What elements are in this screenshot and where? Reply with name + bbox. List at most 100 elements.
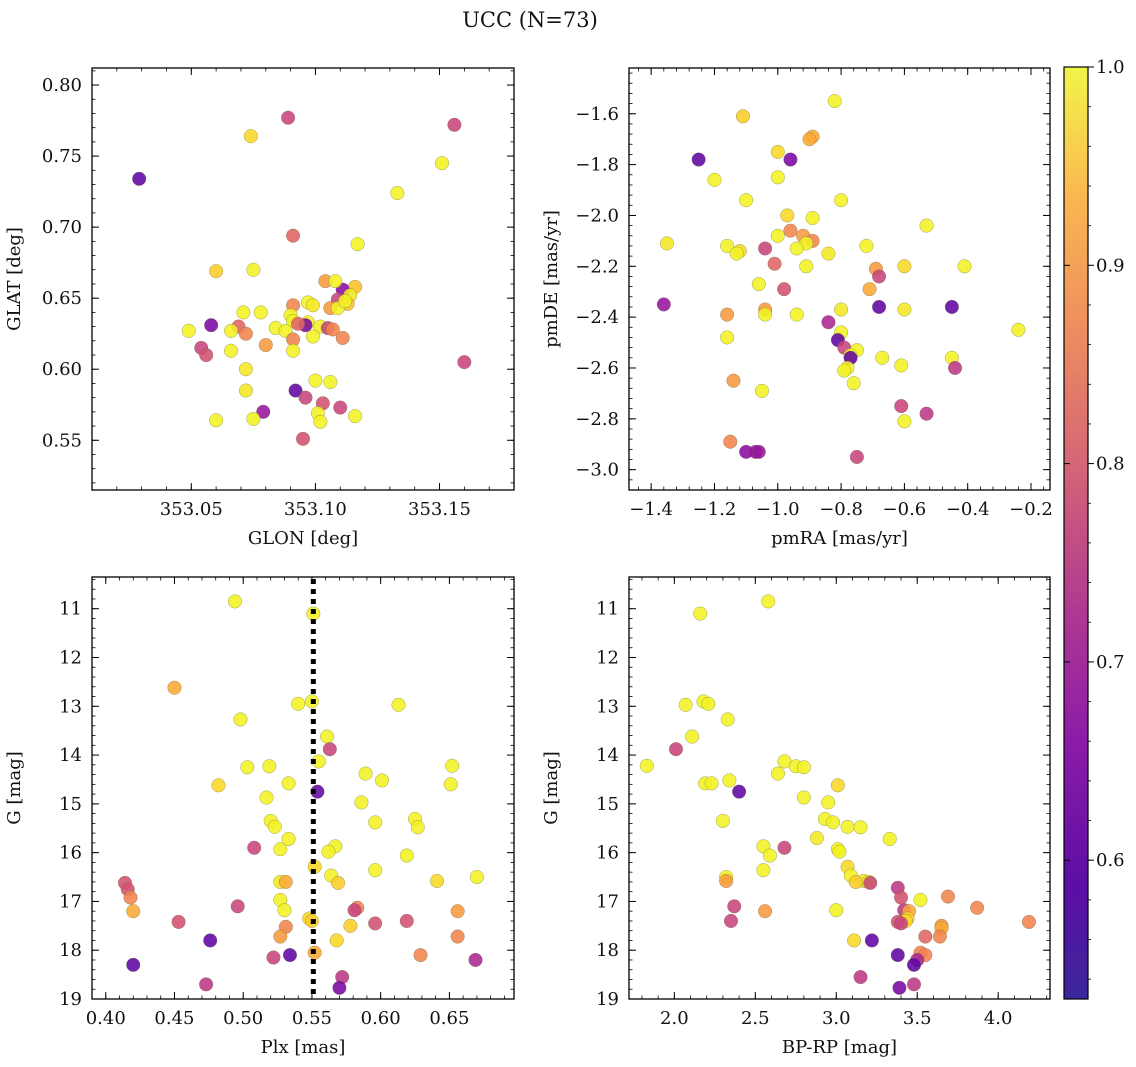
scatter-point <box>685 729 700 744</box>
axes-frame <box>91 67 515 491</box>
panel-pmra-pmde: −1.4 −1.2 −1.0 −0.8 −0.6 −0.4 −0.2 −3.0 −2.8 −2.6… <box>541 67 1053 549</box>
scatter-point <box>469 869 484 885</box>
scatter-point <box>970 900 985 915</box>
scatter-point <box>468 952 483 968</box>
scatter-point <box>758 241 773 256</box>
scatter-point <box>863 875 878 890</box>
scatter-points <box>117 594 484 995</box>
scatter-point <box>1021 914 1036 929</box>
scatter-point <box>770 170 785 185</box>
scatter-point <box>368 863 383 878</box>
scatter-point <box>374 773 390 788</box>
scatter-point <box>894 399 909 414</box>
scatter-point <box>295 431 311 446</box>
scatter-point <box>126 957 141 972</box>
scatter-point <box>758 307 773 322</box>
scatter-point <box>720 307 735 322</box>
scatter-point <box>313 414 328 429</box>
x-tick-label: 353.15 <box>408 499 471 520</box>
y-tick-label: 17 <box>59 891 82 912</box>
scatter-point <box>209 413 224 428</box>
scatter-point <box>233 712 248 727</box>
scatter-point <box>429 873 445 888</box>
scatter-point <box>328 274 343 289</box>
scatter-point <box>668 742 684 757</box>
y-tick-label: 16 <box>596 843 619 864</box>
scatter-point <box>259 790 274 805</box>
x-tick-label: 2.0 <box>660 1008 689 1029</box>
scatter-point <box>281 110 296 125</box>
scatter-point <box>230 899 245 914</box>
scatter-point <box>1011 322 1026 337</box>
scatter-point <box>450 904 465 919</box>
scatter-point <box>720 238 735 254</box>
x-tick-label: 2.5 <box>741 1008 770 1029</box>
scatter-point <box>859 238 874 254</box>
y-tick-label: 15 <box>596 794 619 815</box>
scatter-point <box>872 269 887 284</box>
scatter-point <box>288 383 303 398</box>
y-tick-label: 11 <box>59 599 82 620</box>
scatter-point <box>757 904 773 919</box>
scatter-point <box>704 776 719 791</box>
scatter-point <box>762 848 777 863</box>
scatter-point <box>897 259 912 274</box>
scatter-point <box>780 208 795 223</box>
y-tick-label: −3.0 <box>575 460 619 481</box>
scatter-point <box>343 918 358 933</box>
scatter-point <box>783 223 798 238</box>
scatter-point <box>919 218 934 233</box>
scatter-point <box>447 117 462 132</box>
scatter-point <box>853 820 868 835</box>
axes-frame <box>628 67 1051 491</box>
scatter-points <box>656 93 1026 465</box>
x-tick-label: −1.4 <box>629 499 673 520</box>
scatter-point <box>167 680 182 695</box>
scatter-point <box>238 326 253 341</box>
scatter-point <box>751 277 766 292</box>
colorbar: 0.6 0.7 0.8 0.9 1.0 <box>1063 57 1125 1000</box>
scatter-point <box>678 697 693 712</box>
scatter-point <box>735 109 751 124</box>
x-axis-label: BP-RP [mag] <box>782 1037 897 1058</box>
scatter-point <box>777 282 792 297</box>
scatter-point <box>238 362 253 377</box>
scatter-point <box>727 899 742 914</box>
y-tick-label: 19 <box>59 989 82 1010</box>
y-tick-label: 17 <box>596 891 619 912</box>
scatter-point <box>805 210 820 226</box>
scatter-point <box>308 373 323 388</box>
scatter-point <box>701 696 716 711</box>
y-tick-label: 0.70 <box>42 217 82 238</box>
scatter-point <box>209 264 224 279</box>
scatter-point <box>726 373 741 388</box>
scatter-point <box>767 256 782 271</box>
scatter-point <box>659 236 675 251</box>
scatter-point <box>834 193 849 208</box>
x-tick-label: 3.5 <box>903 1008 932 1029</box>
y-tick-label: 0.75 <box>42 146 82 167</box>
scatter-point <box>832 844 847 859</box>
y-tick-label: 0.80 <box>42 75 82 96</box>
x-tick-label: −0.2 <box>1009 499 1053 520</box>
scatter-point <box>413 948 428 963</box>
scatter-point <box>391 697 406 712</box>
y-tick-label: 16 <box>59 843 82 864</box>
x-tick-label: −0.6 <box>883 499 927 520</box>
scatter-point <box>864 933 879 948</box>
scatter-point <box>323 374 338 390</box>
y-axis-label: GLAT [deg] <box>4 227 25 331</box>
x-tick-label: 0.45 <box>154 1008 194 1029</box>
scatter-point <box>305 298 320 313</box>
scatter-point <box>829 903 844 918</box>
scatter-point <box>354 795 369 810</box>
y-axis-label: G [mag] <box>4 751 25 824</box>
scatter-point <box>722 773 737 788</box>
panel-glon-glat: 353.05 353.10 353.15 0.55 0.60 0.65 0.70 0.75 0.… <box>4 67 515 549</box>
scatter-point <box>770 228 785 243</box>
scatter-point <box>443 777 458 792</box>
scatter-points <box>639 594 1036 995</box>
scatter-point <box>358 766 373 781</box>
scatter-point <box>126 904 141 919</box>
